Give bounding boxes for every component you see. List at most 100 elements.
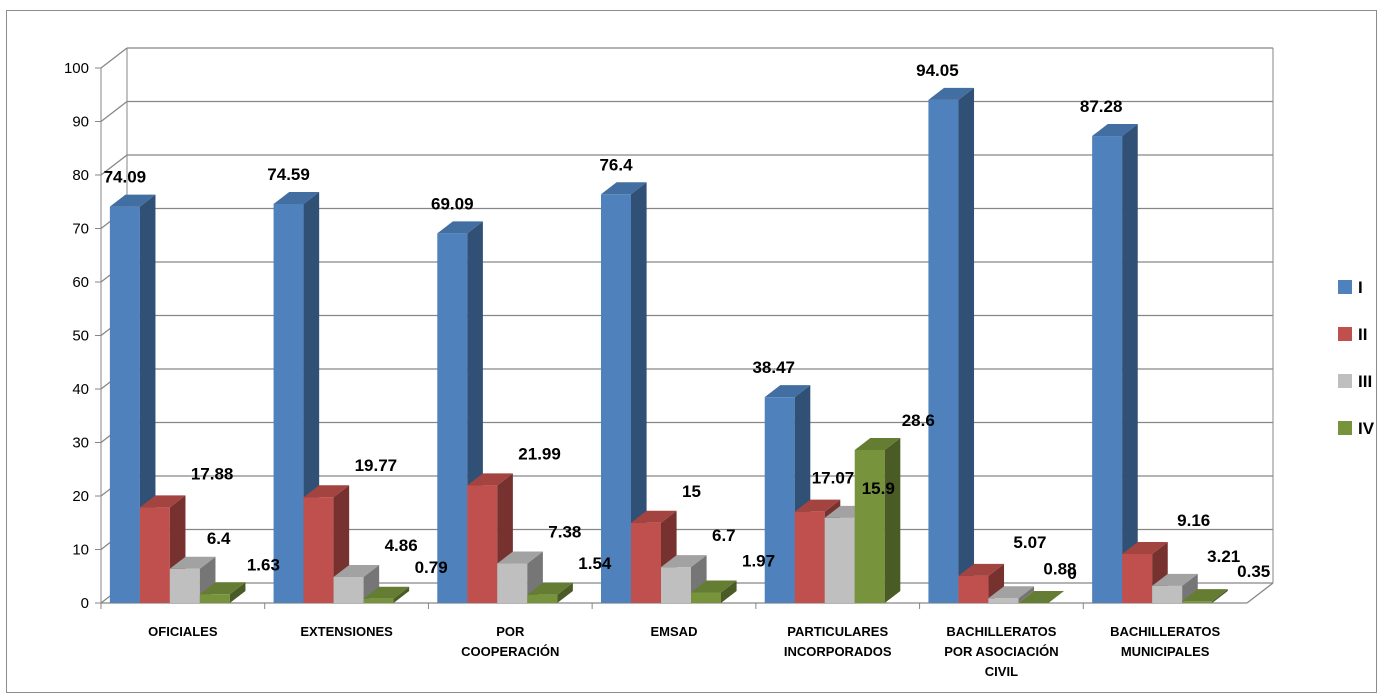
legend-swatch [1338,327,1352,341]
bar-front [333,576,364,603]
data-label: 38.47 [752,358,795,377]
bars [109,87,1228,604]
bar-front [601,194,631,603]
bar-top [794,499,841,512]
y-tick-label: 70 [72,221,89,238]
gridline-side [100,100,128,123]
bar-side [229,582,246,603]
y-tick-label: 60 [72,274,89,291]
bar-front [273,203,304,604]
bar-III-6 [1152,573,1198,603]
bar-top [527,582,573,595]
bar-II-0 [139,495,186,603]
bar-front [467,485,498,603]
data-label: 74.59 [267,165,310,184]
bar-IV-6 [1182,589,1228,603]
bar-side [393,586,410,603]
bar-top [854,437,901,450]
bar-front [109,206,140,603]
bar-IV-0 [199,582,246,603]
legend-label: II [1358,325,1367,344]
data-label: 15.9 [862,479,895,498]
bar-side [1018,586,1035,603]
bar-front [764,397,795,603]
bar-front [1122,553,1153,603]
y-tick-label: 0 [81,595,89,612]
x-tick-label-line: OFICIALES [148,624,218,639]
bar-IV-1 [363,586,410,603]
bar-front [169,568,200,603]
bar-top [273,191,320,204]
gridline-side [100,47,128,69]
bar-top [928,87,975,100]
bar-III-0 [169,556,216,603]
bar-top [958,563,1005,576]
bar-IV-3 [691,580,737,603]
data-label: 5.07 [1013,533,1046,552]
bar-top [139,495,186,508]
data-label: 19.77 [355,456,398,475]
bar-top [1018,591,1065,603]
data-label: 74.09 [104,168,147,187]
legend-swatch [1338,421,1352,435]
bar-front [1182,601,1213,603]
legend-swatch [1338,374,1352,388]
data-label: 21.99 [518,444,561,463]
bar-side [1182,573,1198,603]
bar-top [109,194,156,207]
gridline-side [100,154,128,176]
x-tick-label: BACHILLERATOS MUNICIPALES [1110,624,1220,659]
bar-front [824,517,855,603]
data-label: 87.28 [1080,97,1123,116]
bar-top [601,182,647,195]
x-tick-label-line: POR [496,624,525,639]
bar-top [437,221,483,234]
bar-I-6 [1092,124,1138,603]
bar-top [1182,589,1228,602]
y-tick-label: 30 [72,435,89,452]
bar-front [527,594,558,603]
x-tick-label: BACHILLERATOS POR ASOCIACIÓN CIVIL [944,624,1058,679]
bar-front [691,592,721,603]
x-tick-label: PARTICULARES INCORPORADOS [784,624,892,659]
bar-front [497,563,528,603]
bar-side [958,87,975,603]
bar-front [1152,585,1183,603]
x-tick-label: POR COOPERACIÓN [461,624,559,659]
bar-side [721,580,737,603]
bar-front [854,449,885,603]
data-label: 7.38 [548,523,581,542]
bar-top [661,555,707,568]
bar-front [139,507,170,603]
x-tick-label-line: MUNICIPALES [1121,644,1210,659]
bar-side [1212,589,1228,603]
data-label: 6.7 [712,526,736,545]
bar-IV-2 [527,582,573,603]
floor-right-edge [1246,582,1274,604]
bar-top [467,473,513,486]
y-tick-label: 100 [64,60,89,77]
data-label: 69.09 [431,194,474,213]
x-tick-label: EMSAD [651,624,698,639]
data-label: 15 [682,482,701,501]
data-label: 94.05 [916,61,959,80]
bar-front [199,594,230,603]
bar-top [333,564,380,577]
data-label: 9.16 [1177,511,1210,530]
data-label: 28.6 [902,411,935,430]
y-tick-label: 20 [72,488,89,505]
y-tick-label: 10 [72,542,89,559]
x-tick-label-line: EMSAD [651,624,698,639]
bar-front [928,99,959,604]
data-label: 1.97 [742,551,775,570]
bar-front [1092,136,1123,603]
data-labels: 74.09 17.88 6.4 1.63 74.59 19.77 4.86 0.79 69.09… [104,61,1271,583]
bar-top [303,485,350,498]
bar-I-2 [437,221,483,603]
bar-IV-5 [1018,591,1065,603]
bar-III-3 [661,555,707,603]
bar-side [884,437,901,603]
bar-front [988,598,1019,603]
bar-top [988,586,1035,599]
bar-top [497,551,543,564]
